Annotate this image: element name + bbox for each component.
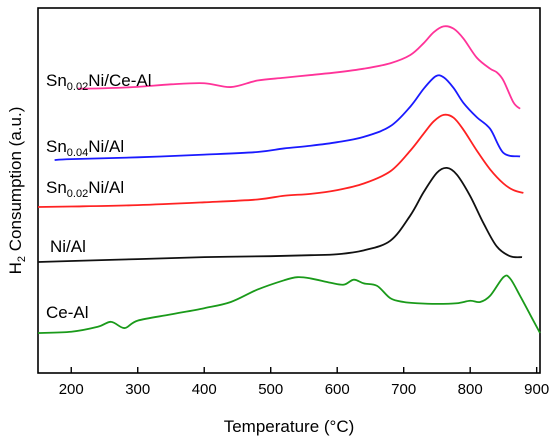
series-label-1: Sn0.04Ni/Al [46, 137, 124, 159]
series-line-4 [37, 274, 541, 334]
x-tick-label: 800 [458, 381, 483, 398]
series-label-layer: Sn0.02Ni/Ce-Al Sn0.04Ni/Al Sn0.02Ni/Al Ni/A… [46, 71, 152, 322]
x-tick-label: 400 [192, 381, 217, 398]
series-line-0 [77, 25, 521, 110]
y-axis-title-rest: Consumption (a.u.) [6, 107, 25, 256]
series-label-3: Ni/Al [50, 237, 86, 256]
y-axis-title: H2 Consumption (a.u.) [6, 107, 28, 275]
y-axis-title-sub: 2 [16, 256, 28, 262]
plot-frame [37, 7, 541, 374]
x-tick-label: 700 [391, 381, 416, 398]
x-axis-title: Temperature (°C) [224, 417, 355, 436]
x-tick-group: 200 300 400 500 600 700 800 900 [59, 367, 549, 398]
series-label-4: Ce-Al [46, 303, 89, 322]
series-label-2: Sn0.02Ni/Al [46, 178, 124, 200]
series-line-3 [37, 166, 523, 263]
x-tick-label: 500 [258, 381, 283, 398]
series-label-0: Sn0.02Ni/Ce-Al [46, 71, 152, 93]
x-tick-label: 600 [325, 381, 350, 398]
series-line-2 [37, 113, 524, 208]
series-line-1 [54, 74, 521, 161]
x-tick-label: 200 [59, 381, 84, 398]
x-tick-label: 900 [524, 381, 549, 398]
y-axis-title-main: H [6, 262, 25, 274]
series-layer [37, 25, 541, 334]
x-tick-label: 300 [125, 381, 150, 398]
